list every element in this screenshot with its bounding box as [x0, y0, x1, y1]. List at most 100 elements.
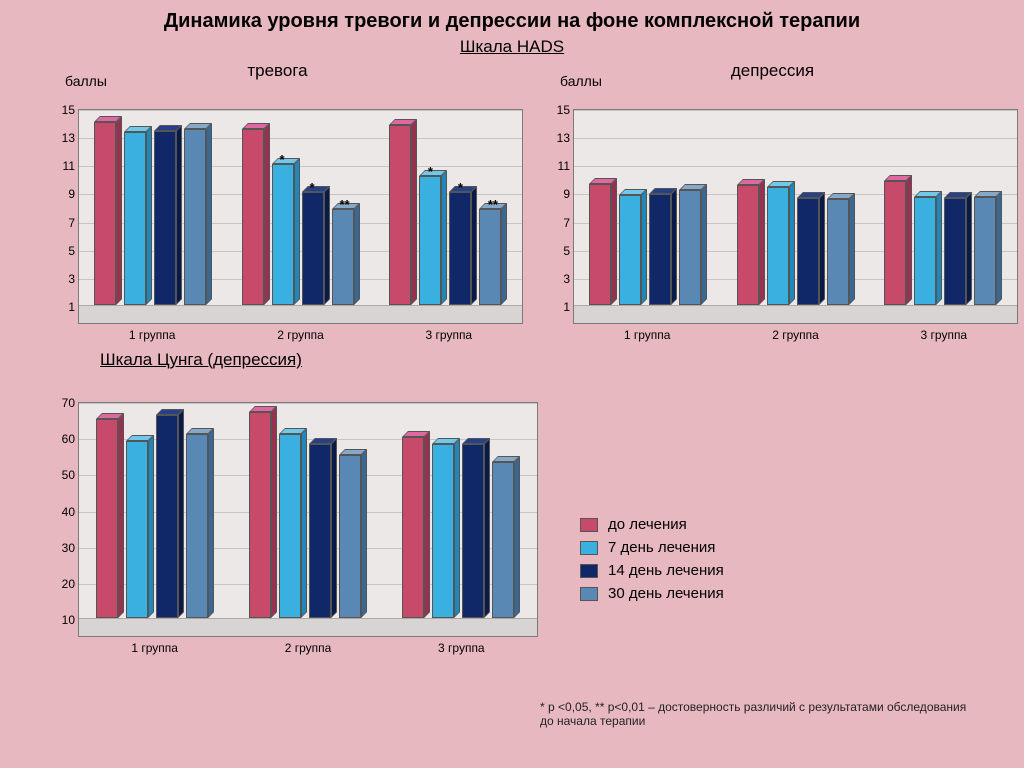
- bar: [332, 203, 360, 305]
- bar-groups: [574, 110, 1017, 305]
- bar: [184, 123, 212, 305]
- x-axis-labels: 1 группа2 группа3 группа: [78, 641, 538, 655]
- legend-label: 7 день лечения: [608, 539, 715, 556]
- x-axis-labels: 1 группа2 группа3 группа: [78, 328, 523, 342]
- bar: [449, 186, 477, 305]
- bar-group: [79, 110, 227, 305]
- x-axis-labels: 1 группа2 группа3 группа: [573, 328, 1018, 342]
- legend: до лечения 7 день лечения 14 день лечени…: [580, 510, 724, 608]
- bar: [914, 191, 942, 305]
- ytick: 3: [550, 272, 570, 286]
- ytick: 9: [550, 187, 570, 201]
- legend-item: 30 день лечения: [580, 585, 724, 602]
- significance-marker: *: [310, 180, 315, 195]
- bar: [492, 456, 520, 618]
- bar-group: [79, 403, 232, 618]
- bar: [884, 175, 912, 305]
- ytick: 60: [55, 432, 75, 446]
- bar: [186, 428, 214, 618]
- x-label: 2 группа: [226, 328, 374, 342]
- ytick: 11: [550, 159, 570, 173]
- bar: [154, 125, 182, 305]
- bar: [279, 428, 307, 618]
- legend-item: 7 день лечения: [580, 539, 724, 556]
- bar: [272, 158, 300, 305]
- chart-area: 13579111315: [78, 109, 523, 324]
- significance-marker: **: [340, 197, 350, 212]
- ytick: 7: [550, 216, 570, 230]
- bar: [679, 184, 707, 305]
- bar-groups: [79, 110, 522, 305]
- panel-anxiety: тревога баллы 13579111315: [50, 61, 505, 342]
- bar: [589, 178, 617, 305]
- bar: [974, 191, 1002, 305]
- bar: [827, 193, 855, 305]
- bar: [649, 188, 677, 305]
- panel-zung: 10203040506070: [50, 374, 520, 655]
- bar-group: [869, 110, 1017, 305]
- ytick: 13: [55, 131, 75, 145]
- ytick: 20: [55, 577, 75, 591]
- ytick: 50: [55, 468, 75, 482]
- significance-marker: **: [488, 197, 498, 212]
- ylabel-depression: баллы: [560, 73, 602, 89]
- ytick: 1: [55, 300, 75, 314]
- significance-marker: *: [428, 164, 433, 179]
- bar: [302, 186, 330, 305]
- ytick: 11: [55, 159, 75, 173]
- significance-marker: *: [458, 180, 463, 195]
- ytick: 15: [550, 103, 570, 117]
- bar-groups: [79, 403, 537, 618]
- ytick: 3: [55, 272, 75, 286]
- bar-group: [232, 403, 385, 618]
- x-label: 1 группа: [78, 328, 226, 342]
- legend-label: 30 день лечения: [608, 585, 724, 602]
- ytick: 70: [55, 396, 75, 410]
- x-label: 1 группа: [573, 328, 721, 342]
- ytick: 7: [55, 216, 75, 230]
- bar: [96, 413, 124, 618]
- x-label: 3 группа: [385, 641, 538, 655]
- bar-group: [227, 110, 375, 305]
- x-label: 3 группа: [870, 328, 1018, 342]
- ytick: 9: [55, 187, 75, 201]
- bar: [124, 126, 152, 305]
- zung-subtitle: Шкала Цунга (депрессия): [100, 350, 1024, 370]
- bar: [249, 406, 277, 618]
- bar: [309, 438, 337, 618]
- legend-label: до лечения: [608, 516, 687, 533]
- bar: [737, 179, 765, 305]
- bar-group: [374, 110, 522, 305]
- chart-area: 13579111315: [573, 109, 1018, 324]
- bar-group: [384, 403, 537, 618]
- legend-item: 14 день лечения: [580, 562, 724, 579]
- chart-floor: [79, 618, 537, 636]
- legend-swatch: [580, 564, 598, 578]
- ytick: 10: [55, 613, 75, 627]
- bar: [389, 119, 417, 305]
- bar: [419, 170, 447, 305]
- legend-swatch: [580, 541, 598, 555]
- ytick: 1: [550, 300, 570, 314]
- bar: [767, 181, 795, 305]
- legend-swatch: [580, 587, 598, 601]
- chart-floor: [574, 305, 1017, 323]
- ylabel-anxiety: баллы: [65, 73, 107, 89]
- significance-marker: *: [280, 152, 285, 167]
- bar: [242, 123, 270, 305]
- panel-depression: депрессия баллы 13579111315: [545, 61, 1000, 342]
- ytick: 30: [55, 541, 75, 555]
- ytick: 5: [55, 244, 75, 258]
- bar: [619, 189, 647, 305]
- depression-title: депрессия: [545, 61, 1000, 81]
- bar: [339, 449, 367, 618]
- bar: [797, 192, 825, 305]
- x-label: 3 группа: [375, 328, 523, 342]
- chart-area: 10203040506070: [78, 402, 538, 637]
- x-label: 2 группа: [231, 641, 384, 655]
- ytick: 15: [55, 103, 75, 117]
- ytick: 5: [550, 244, 570, 258]
- chart-floor: [79, 305, 522, 323]
- main-title: Динамика уровня тревоги и депрессии на ф…: [0, 0, 1024, 37]
- bar: [402, 431, 430, 618]
